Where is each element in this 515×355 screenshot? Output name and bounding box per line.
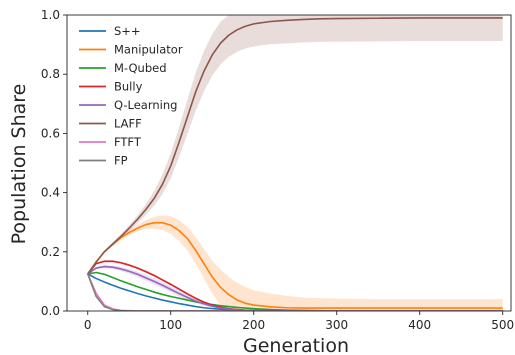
legend-label-manipulator: Manipulator xyxy=(114,43,183,57)
line-s- xyxy=(87,273,503,311)
x-axis-label: Generation xyxy=(243,335,349,355)
y-axis-label: Population Share xyxy=(8,84,30,245)
x-tick-label: 400 xyxy=(408,318,431,332)
legend: S++ Manipulator M-Qubed Bully Q-Learning LAFF… xyxy=(79,24,183,168)
legend-label-m-qubed: M-Qubed xyxy=(114,61,167,75)
y-tick-label: 0.8 xyxy=(41,67,60,81)
confidence-bands xyxy=(87,15,503,311)
legend-label-ftft: FTFT xyxy=(114,135,142,149)
y-tick-label: 0.0 xyxy=(41,304,60,318)
x-tick-label: 0 xyxy=(84,318,92,332)
x-tick-label: 500 xyxy=(491,318,514,332)
band-manipulator xyxy=(87,215,503,311)
band-laff xyxy=(87,15,503,274)
y-tick-label: 1.0 xyxy=(41,8,60,22)
y-tick-label: 0.2 xyxy=(41,245,60,259)
plot-frame xyxy=(66,14,512,312)
y-tick-label: 0.4 xyxy=(41,186,60,200)
legend-label-laff: LAFF xyxy=(114,117,142,131)
line-laff xyxy=(87,17,503,275)
legend-label-fp: FP xyxy=(114,154,128,168)
legend-label-bully: Bully xyxy=(114,80,143,94)
line-bully xyxy=(87,260,503,311)
line-q-learning xyxy=(87,265,503,311)
y-axis-ticks: 0.0 0.2 0.4 0.6 0.8 1.0 xyxy=(41,8,67,318)
legend-label-q-learning: Q-Learning xyxy=(114,98,177,112)
x-tick-label: 100 xyxy=(159,318,182,332)
y-tick-label: 0.6 xyxy=(41,126,60,140)
x-axis-ticks: 0 100 200 300 400 500 xyxy=(84,311,514,332)
x-tick-label: 200 xyxy=(242,318,265,332)
axes xyxy=(66,14,512,312)
line-manipulator xyxy=(87,221,503,309)
legend-label-s-: S++ xyxy=(114,24,141,38)
x-tick-label: 300 xyxy=(325,318,348,332)
